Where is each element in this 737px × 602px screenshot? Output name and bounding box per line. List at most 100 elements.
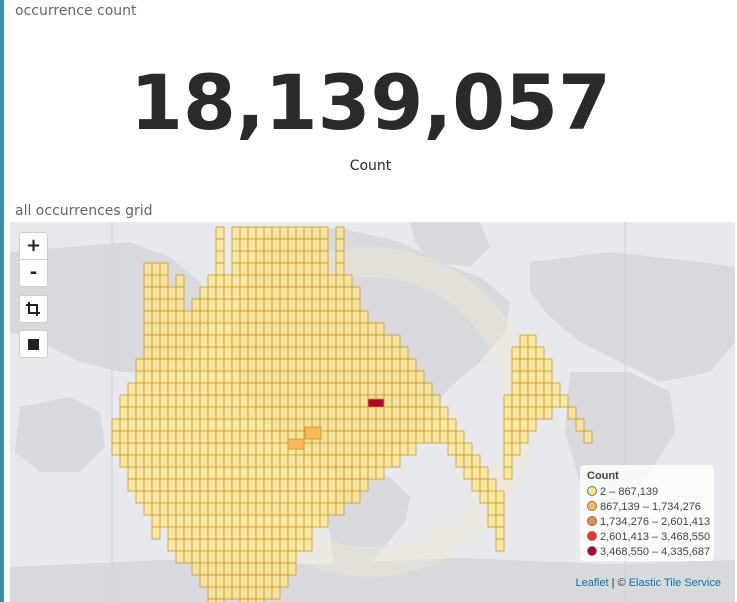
grid-cell[interactable] [295,490,305,504]
grid-cell[interactable] [279,370,289,384]
grid-cell[interactable] [295,526,305,540]
grid-cell[interactable] [135,406,145,420]
grid-cell[interactable] [135,370,145,384]
grid-cell[interactable] [359,322,369,336]
grid-cell[interactable] [207,502,217,516]
grid-cell[interactable] [303,358,313,372]
grid-cell[interactable] [135,466,145,480]
grid-cell[interactable] [415,406,425,420]
grid-cell[interactable] [351,358,361,372]
grid-cell[interactable] [263,478,273,492]
grid-cell[interactable] [399,394,409,408]
grid-cell[interactable] [175,310,185,324]
grid-cell[interactable] [231,454,241,468]
grid-cell[interactable] [151,310,161,324]
grid-cell[interactable] [215,418,225,432]
grid-cell[interactable] [191,454,201,468]
grid-cell[interactable] [255,322,265,336]
grid-cell[interactable] [199,550,209,564]
grid-cell[interactable] [167,478,177,492]
grid-cell[interactable] [295,514,305,528]
grid-cell[interactable] [319,370,329,384]
grid-cell[interactable] [383,346,393,360]
grid-cell[interactable] [191,490,201,504]
grid-cell[interactable] [311,514,321,528]
grid-cell[interactable] [311,478,321,492]
grid-cell[interactable] [143,430,153,444]
grid-cell[interactable] [223,406,233,420]
grid-cell[interactable] [279,442,289,456]
grid-cell[interactable] [295,418,305,432]
grid-cell[interactable] [335,274,345,288]
grid-cell[interactable] [343,334,353,348]
grid-cell[interactable] [151,430,161,444]
grid-cell[interactable] [191,526,201,540]
grid-cell[interactable] [247,454,257,468]
grid-cell[interactable] [159,310,169,324]
grid-cell[interactable] [215,286,225,300]
grid-cell[interactable] [255,514,265,528]
grid-cell[interactable] [279,250,289,264]
grid-cell[interactable] [239,598,249,602]
grid-cell[interactable] [271,502,281,516]
grid-cell[interactable] [159,442,169,456]
grid-cell[interactable] [239,274,249,288]
grid-cell[interactable] [223,562,233,576]
grid-cell[interactable] [247,250,257,264]
grid-cell[interactable] [303,478,313,492]
grid-cell[interactable] [263,490,273,504]
grid-cell[interactable] [175,322,185,336]
grid-cell[interactable] [335,238,345,252]
grid-cell[interactable] [167,454,177,468]
grid-cell[interactable] [223,298,233,312]
grid-cell[interactable] [431,394,441,408]
grid-cell[interactable] [423,418,433,432]
grid-cell[interactable] [199,502,209,516]
grid-cell[interactable] [327,358,337,372]
grid-cell[interactable] [183,394,193,408]
grid-cell[interactable] [295,538,305,552]
grid-cell[interactable] [511,418,521,432]
grid-cell[interactable] [343,310,353,324]
grid-cell[interactable] [247,370,257,384]
grid-cell[interactable] [207,562,217,576]
grid-cell[interactable] [447,442,457,456]
grid-cell[interactable] [231,310,241,324]
grid-cell[interactable] [175,514,185,528]
grid-cell[interactable] [215,250,225,264]
grid-cell[interactable] [215,538,225,552]
grid-cell[interactable] [199,310,209,324]
grid-cell[interactable] [399,346,409,360]
grid-cell[interactable] [335,298,345,312]
grid-cell[interactable] [263,394,273,408]
grid-cell[interactable] [215,382,225,396]
grid-cell[interactable] [287,550,297,564]
grid-cell[interactable] [207,550,217,564]
grid-cell[interactable] [175,382,185,396]
grid-cell[interactable] [167,322,177,336]
grid-cell[interactable] [391,442,401,456]
grid-cell[interactable] [295,298,305,312]
grid-cell[interactable] [159,382,169,396]
grid-cell[interactable] [359,382,369,396]
grid-cell[interactable] [191,406,201,420]
grid-cell[interactable] [287,370,297,384]
grid-cell[interactable] [143,346,153,360]
grid-cell[interactable] [263,310,273,324]
grid-cell[interactable] [127,394,137,408]
grid-cell[interactable] [335,286,345,300]
grid-cell[interactable] [359,310,369,324]
grid-cell[interactable] [335,442,345,456]
grid-cell[interactable] [239,406,249,420]
grid-cell[interactable] [207,406,217,420]
grid-cell[interactable] [495,490,505,504]
grid-cell[interactable] [255,310,265,324]
grid-cell[interactable] [519,418,529,432]
grid-cell[interactable] [207,538,217,552]
grid-cell[interactable] [143,478,153,492]
grid-cell[interactable] [263,406,273,420]
grid-cell[interactable] [199,514,209,528]
grid-cell[interactable] [215,262,225,276]
grid-cell[interactable] [231,238,241,252]
grid-cell[interactable] [359,370,369,384]
